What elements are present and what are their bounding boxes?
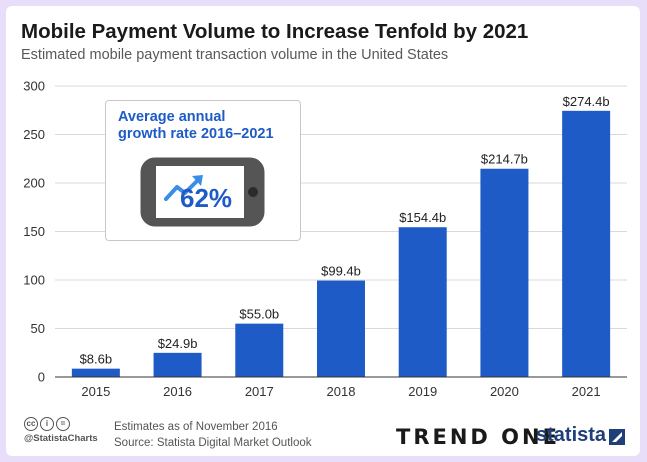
statista-logo: statista xyxy=(536,424,607,446)
x-tick-label: 2017 xyxy=(245,384,274,399)
data-label: $99.4b xyxy=(321,264,361,279)
license-block: cc i = @StatistaCharts xyxy=(24,417,98,444)
statista-mark-icon xyxy=(609,429,625,445)
bar xyxy=(317,280,365,377)
x-tick-label: 2020 xyxy=(490,384,519,399)
callout-title: Average annual growth rate 2016–2021 xyxy=(118,109,274,142)
x-tick-label: 2016 xyxy=(163,384,192,399)
data-label: $8.6b xyxy=(80,352,113,367)
x-tick-label: 2015 xyxy=(81,384,110,399)
y-tick-label: 200 xyxy=(23,176,45,191)
y-tick-label: 150 xyxy=(23,224,45,239)
bar xyxy=(71,368,120,377)
bar xyxy=(480,168,529,377)
trend-one-logo: TREND ONE xyxy=(396,425,560,449)
x-tick-label: 2018 xyxy=(327,384,356,399)
bar xyxy=(235,323,284,377)
bar xyxy=(398,227,447,377)
chart-subtitle: Estimated mobile payment transaction vol… xyxy=(21,47,449,63)
source-note: Source: Statista Digital Market Outlook xyxy=(114,437,312,449)
x-tick-label: 2019 xyxy=(408,384,437,399)
smartphone-growth-arrow-icon xyxy=(140,157,265,227)
data-label: $214.7b xyxy=(481,152,528,167)
callout-value: 62% xyxy=(180,183,233,213)
data-label: $274.4b xyxy=(563,94,610,109)
growth-callout: Average annual growth rate 2016–2021 62% xyxy=(105,100,301,241)
estimate-note: Estimates as of November 2016 xyxy=(114,421,278,433)
y-tick-label: 300 xyxy=(23,79,45,94)
cc-icon: cc xyxy=(24,417,38,431)
bar xyxy=(562,110,611,377)
chart-title: Mobile Payment Volume to Increase Tenfol… xyxy=(21,20,529,43)
footer-notes: Estimates as of November 2016 Source: St… xyxy=(114,419,312,451)
data-label: $154.4b xyxy=(399,210,446,225)
data-label: $55.0b xyxy=(239,307,279,322)
data-label: $24.9b xyxy=(158,336,198,351)
equals-icon: = xyxy=(56,417,70,431)
y-tick-label: 50 xyxy=(31,321,45,336)
y-tick-label: 100 xyxy=(23,273,45,288)
by-icon: i xyxy=(40,417,54,431)
y-tick-label: 250 xyxy=(23,127,45,142)
y-tick-label: 0 xyxy=(38,370,45,385)
statista-handle: @StatistaCharts xyxy=(24,433,98,444)
bar xyxy=(153,352,202,377)
x-tick-label: 2021 xyxy=(572,384,601,399)
